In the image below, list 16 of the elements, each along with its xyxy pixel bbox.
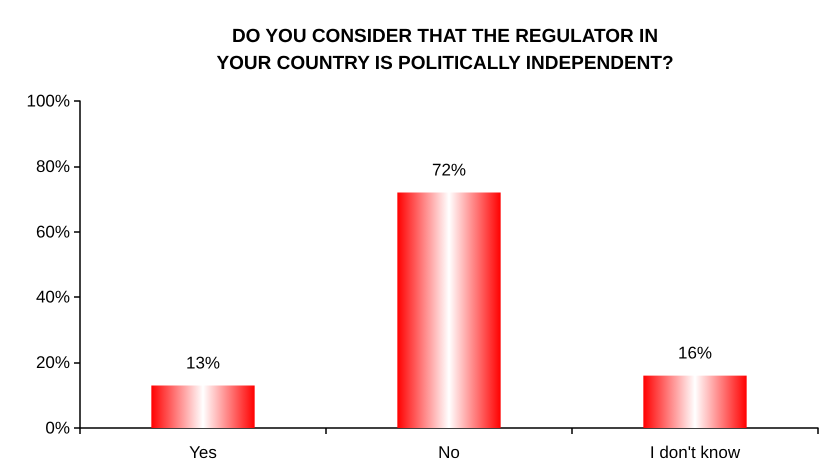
y-tick-label: 80% (36, 156, 70, 176)
bar (643, 376, 747, 428)
data-label: 16% (678, 344, 712, 363)
y-tick-label: 20% (36, 353, 70, 372)
y-tick-label: 0% (45, 418, 70, 438)
data-label: 72% (432, 160, 466, 180)
x-tick-label: I don't know (650, 443, 741, 462)
y-tick-label: 100% (26, 92, 70, 110)
x-tick-label: Yes (189, 443, 217, 462)
y-tick-label: 60% (36, 222, 70, 242)
x-tick-label: No (438, 443, 460, 462)
data-label: 13% (186, 353, 220, 372)
chart-title: DO YOU CONSIDER THAT THE REGULATOR IN YOUR COUNTRY IS POLITICALLY INDEPENDENT? (216, 26, 674, 74)
bar (397, 192, 501, 428)
y-tick-label: 40% (36, 288, 70, 307)
bar (151, 385, 255, 428)
